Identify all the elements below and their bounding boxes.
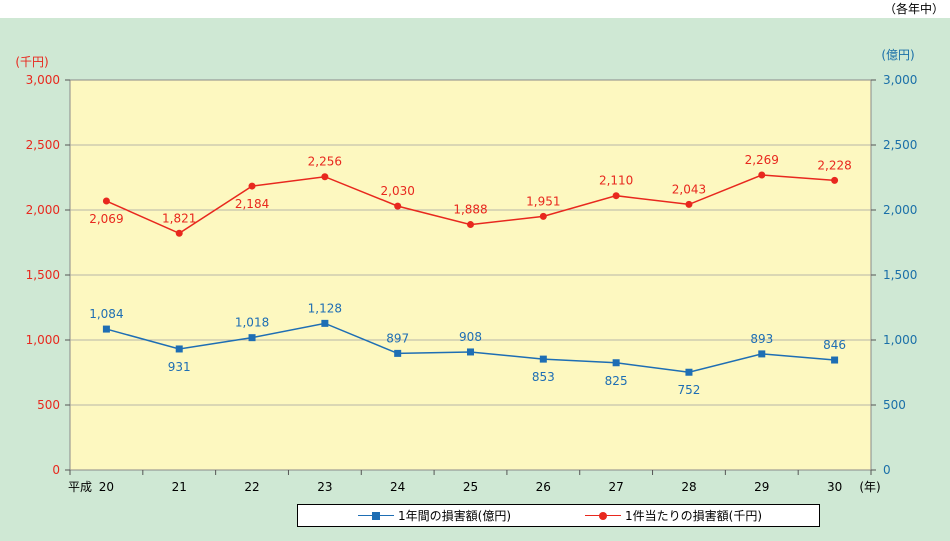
legend-item-annual-loss: 1年間の損害額(億円) [358,507,511,524]
data-point-circle [102,197,110,205]
x-axis-prefix: 平成 [68,480,92,494]
data-point-square [758,350,766,358]
data-point-square [467,348,474,356]
left-axis-tick-label: 500 [37,398,60,412]
data-label: 2,110 [599,174,633,188]
axes: 0 0 500 500 1,000 1,000 1,500 1,500 2,000 2,000 2,… [15,48,917,494]
data-label: 2,069 [89,212,123,226]
x-axis-tick-label: 22 [244,480,259,494]
data-label: 2,030 [381,184,415,198]
data-point-square [394,349,402,357]
right-axis-tick-label: 1,500 [883,268,917,282]
data-point-square [321,319,329,327]
x-axis-tick-label: 20 [99,480,114,494]
data-label: 1,821 [162,211,196,225]
left-axis-tick-label: 2,500 [26,138,60,152]
data-point-circle [612,192,620,200]
data-point-circle [467,221,474,229]
right-axis-tick-label: 2,000 [883,203,917,217]
left-axis-unit: (千円) [15,55,48,69]
data-label: 1,018 [235,316,269,330]
legend-item-per-case-loss: 1件当たりの損害額(千円) [585,507,762,524]
left-axis-tick-label: 0 [52,463,60,477]
x-axis-unit: (年) [859,480,880,494]
legend-circle-marker-icon [585,509,621,523]
data-label: 2,043 [672,182,706,196]
x-axis-tick-label: 23 [317,480,332,494]
data-point-square [102,325,110,333]
x-axis-tick-label: 25 [463,480,478,494]
data-point-circle [248,182,256,190]
data-point-circle [175,229,183,237]
data-label: 752 [678,383,701,397]
x-axis-tick-label: 26 [536,480,551,494]
data-label: 825 [605,374,628,388]
data-point-square [831,356,839,364]
data-label: 2,228 [817,158,851,172]
x-axis-tick-label: 24 [390,480,405,494]
legend-label-per-case-loss: 1件当たりの損害額(千円) [625,509,762,523]
data-point-circle [685,200,693,208]
data-label: 893 [750,332,773,346]
legend: 1年間の損害額(億円) 1件当たりの損害額(千円) [297,504,820,527]
data-point-square [539,355,547,363]
series-layer: 1,084 931 1,018 1,128 897 908 853 825 752 893 846 2… [89,153,852,397]
x-axis-tick-label: 21 [172,480,187,494]
data-label: 846 [823,338,846,352]
left-axis-tick-label: 2,000 [26,203,60,217]
x-axis-tick-label: 29 [754,480,769,494]
legend-label-annual-loss: 1年間の損害額(億円) [398,509,511,523]
x-axis-tick-label: 27 [608,480,623,494]
data-point-circle [758,171,766,179]
data-label: 2,256 [308,155,342,169]
data-point-circle [394,202,402,210]
right-axis-tick-label: 3,000 [883,73,917,87]
x-axis-tick-label: 30 [827,480,842,494]
data-point-circle [321,173,329,181]
data-point-square [248,334,256,342]
data-label: 897 [386,331,409,345]
right-axis-unit: (億円) [881,48,914,62]
data-point-circle [539,212,547,220]
right-axis-tick-label: 500 [883,398,906,412]
data-point-circle [831,176,839,184]
data-label: 2,184 [235,197,269,211]
grid-lines [70,144,871,406]
data-label: 1,084 [89,307,123,321]
data-label: 931 [168,360,191,374]
left-axis-tick-label: 1,000 [26,333,60,347]
data-label: 1,128 [308,301,342,315]
data-label: 908 [459,330,482,344]
left-axis-tick-label: 1,500 [26,268,60,282]
data-label: 1,951 [526,194,560,208]
left-axis-tick-label: 3,000 [26,73,60,87]
right-axis-tick-label: 1,000 [883,333,917,347]
data-point-square [175,345,183,353]
data-label: 2,269 [745,153,779,167]
x-axis-tick-label: 28 [681,480,696,494]
legend-square-marker-icon [358,509,394,523]
right-axis-tick-label: 0 [883,463,891,477]
right-axis-tick-label: 2,500 [883,138,917,152]
data-label: 853 [532,370,555,384]
period-note: （各年中） [883,2,944,16]
data-point-square [685,368,693,376]
data-point-square [612,359,620,367]
data-label: 1,888 [453,203,487,217]
